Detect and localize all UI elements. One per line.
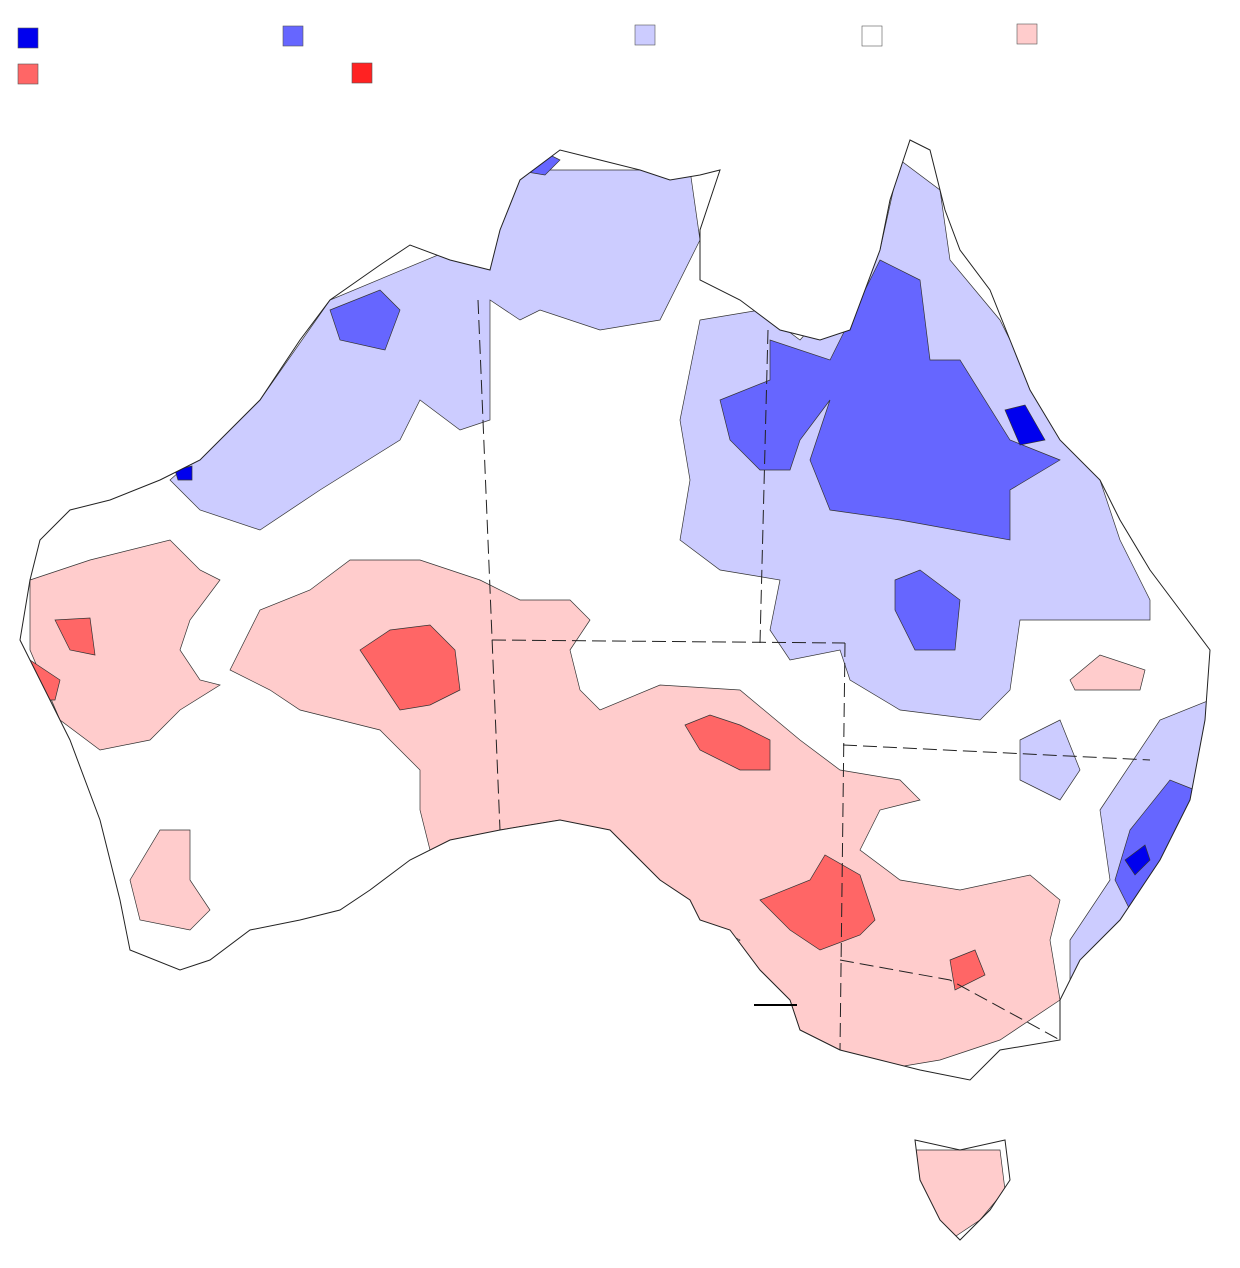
state-border [839,642,846,1051]
legend [17,23,1038,85]
state-border [759,329,769,644]
region [684,714,771,771]
legend-swatch [861,25,883,47]
state-borders [477,299,1151,1051]
region [1004,404,1046,446]
state-border [839,959,1061,1041]
region [1124,844,1151,876]
region [29,539,221,751]
region [1069,654,1146,691]
legend-swatch [634,24,656,46]
region [129,829,211,931]
region [329,289,401,351]
state-border [477,299,501,831]
state-border [842,744,1151,761]
region [949,949,986,991]
region [1019,719,1081,801]
region [914,1149,1006,1240]
legend-swatch [282,25,304,47]
legend-swatch [351,62,373,84]
regions [20,140,1210,1240]
coastline [914,1139,1011,1241]
region [54,617,96,656]
region [894,569,961,651]
region [759,854,876,951]
legend-swatch [17,63,39,85]
legend-swatch [17,27,39,49]
coastline [19,139,1211,1081]
legend-swatch [1016,23,1038,45]
region [359,624,461,711]
